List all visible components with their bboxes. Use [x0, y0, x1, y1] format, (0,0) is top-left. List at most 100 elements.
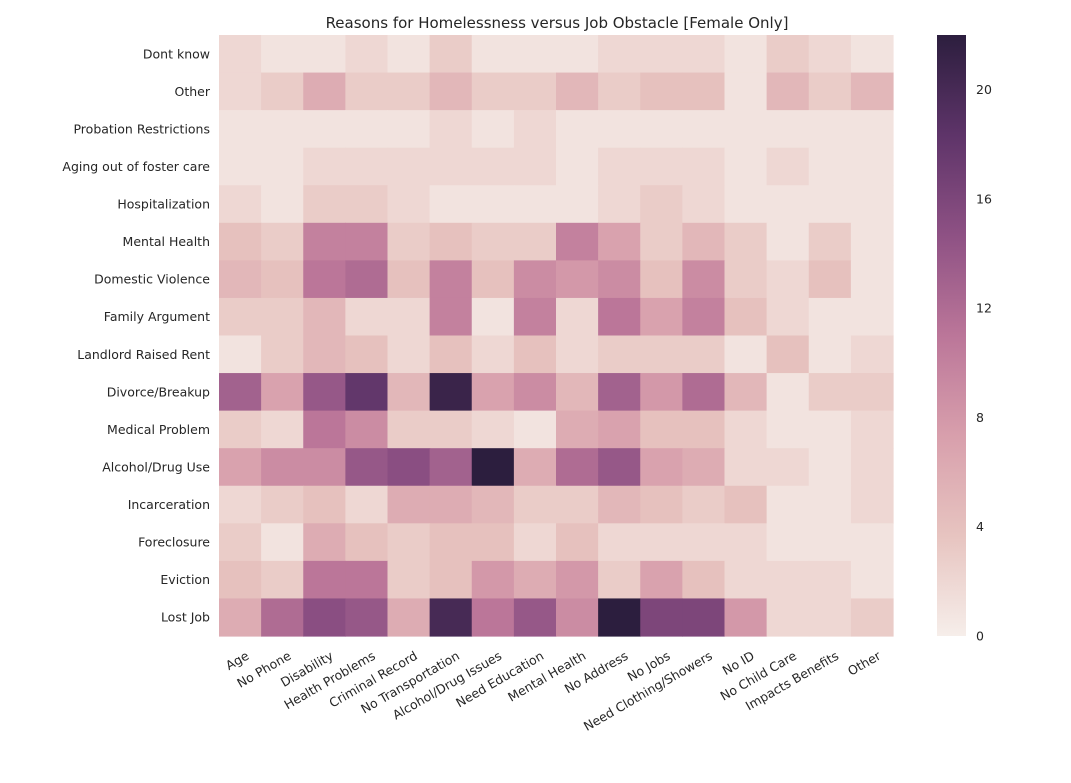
heatmap-cell [261, 335, 304, 374]
heatmap-cell [345, 448, 389, 487]
heatmap-cell [471, 147, 515, 186]
heatmap-cell [387, 485, 431, 524]
heatmap-cell [219, 448, 262, 487]
heatmap-cell [682, 110, 726, 149]
heatmap-cell [219, 260, 262, 299]
heatmap-cell [556, 222, 599, 261]
heatmap-cell [808, 523, 852, 562]
heatmap-cell [471, 373, 515, 412]
y-tick-label: Alcohol/Drug Use [102, 459, 210, 474]
heatmap-cell [682, 410, 726, 449]
heatmap-cell [724, 147, 768, 186]
y-tick-label: Divorce/Breakup [107, 384, 210, 399]
heatmap-cell [556, 35, 599, 74]
heatmap-cell [471, 598, 515, 637]
heatmap-cell [808, 185, 852, 224]
heatmap-cell [387, 335, 431, 374]
heatmap-cell [556, 260, 599, 299]
heatmap-cell [682, 297, 726, 337]
heatmap-cell [471, 35, 515, 74]
heatmap-cell [682, 523, 726, 562]
heatmap-cell [640, 185, 683, 224]
y-tick-label: Domestic Violence [94, 272, 210, 287]
heatmap-cell [345, 598, 389, 637]
heatmap-cell [345, 260, 389, 299]
heatmap-cell [724, 523, 768, 562]
heatmap-cell [556, 560, 599, 600]
heatmap-cell [429, 35, 473, 74]
heatmap-cell [766, 335, 810, 374]
heatmap-cell [471, 335, 515, 374]
heatmap-cell [303, 260, 346, 299]
heatmap-cell [261, 222, 304, 261]
heatmap-cell [640, 410, 683, 449]
heatmap-cell [471, 560, 515, 600]
heatmap-cell [556, 598, 599, 637]
heatmap-cell [724, 448, 768, 487]
heatmap-cell [303, 72, 346, 111]
heatmap-cell [724, 598, 768, 637]
heatmap-cell [682, 35, 726, 74]
heatmap-cell [261, 110, 304, 149]
heatmap-cell [471, 260, 515, 299]
heatmap-cell [850, 410, 894, 449]
heatmap-cell [261, 72, 304, 111]
heatmap-cell [219, 598, 262, 637]
heatmap-cell [850, 222, 894, 261]
heatmap-cell [513, 335, 557, 374]
heatmap-cell [598, 260, 641, 299]
heatmap-cell [261, 598, 304, 637]
y-tick-label: Mental Health [123, 234, 210, 249]
heatmap-cell [387, 560, 431, 600]
heatmap-cell [471, 110, 515, 149]
heatmap-cell [640, 485, 683, 524]
heatmap-cell [471, 185, 515, 224]
heatmap-cell [682, 373, 726, 412]
heatmap-cell [219, 410, 262, 449]
heatmap-cell [471, 523, 515, 562]
heatmap-cell [598, 297, 641, 337]
heatmap-cell [303, 448, 346, 487]
heatmap-cell [850, 373, 894, 412]
heatmap-cell [219, 72, 262, 111]
heatmap-cell [513, 598, 557, 637]
heatmap-cell [303, 485, 346, 524]
heatmap-cell [261, 448, 304, 487]
heatmap-cell [261, 35, 304, 74]
heatmap-cell [808, 72, 852, 111]
heatmap-cell [345, 222, 389, 261]
heatmap-cell [598, 448, 641, 487]
heatmap-cell [345, 35, 389, 74]
heatmap-cell [766, 35, 810, 74]
heatmap-cell [219, 373, 262, 412]
heatmap-cell [429, 598, 473, 637]
heatmap-cell [387, 72, 431, 111]
heatmap-cell [598, 335, 641, 374]
heatmap-cell [808, 35, 852, 74]
heatmap-cell [387, 598, 431, 637]
heatmap-cell [808, 598, 852, 637]
heatmap-cell [724, 110, 768, 149]
heatmap-cell [640, 523, 683, 562]
y-tick-label: Aging out of foster care [62, 159, 210, 174]
heatmap-cell [850, 560, 894, 600]
heatmap-cell [640, 598, 683, 637]
colorbar-tick-label: 8 [976, 410, 984, 425]
heatmap-cell [387, 523, 431, 562]
heatmap-cell [724, 185, 768, 224]
heatmap-cell [598, 185, 641, 224]
heatmap-cell [556, 297, 599, 337]
x-tick-label: Other [845, 647, 884, 678]
heatmap-cell [598, 222, 641, 261]
heatmap-cell [598, 410, 641, 449]
heatmap-cell [556, 448, 599, 487]
y-tick-label: Dont know [143, 46, 210, 61]
heatmap-cell [261, 147, 304, 186]
heatmap-cell [429, 110, 473, 149]
heatmap-cell [303, 523, 346, 562]
y-tick-label: Lost Job [161, 610, 210, 625]
heatmap-cell [808, 410, 852, 449]
heatmap-cell [219, 485, 262, 524]
y-tick-label: Incarceration [128, 497, 210, 512]
heatmap-cell [429, 485, 473, 524]
